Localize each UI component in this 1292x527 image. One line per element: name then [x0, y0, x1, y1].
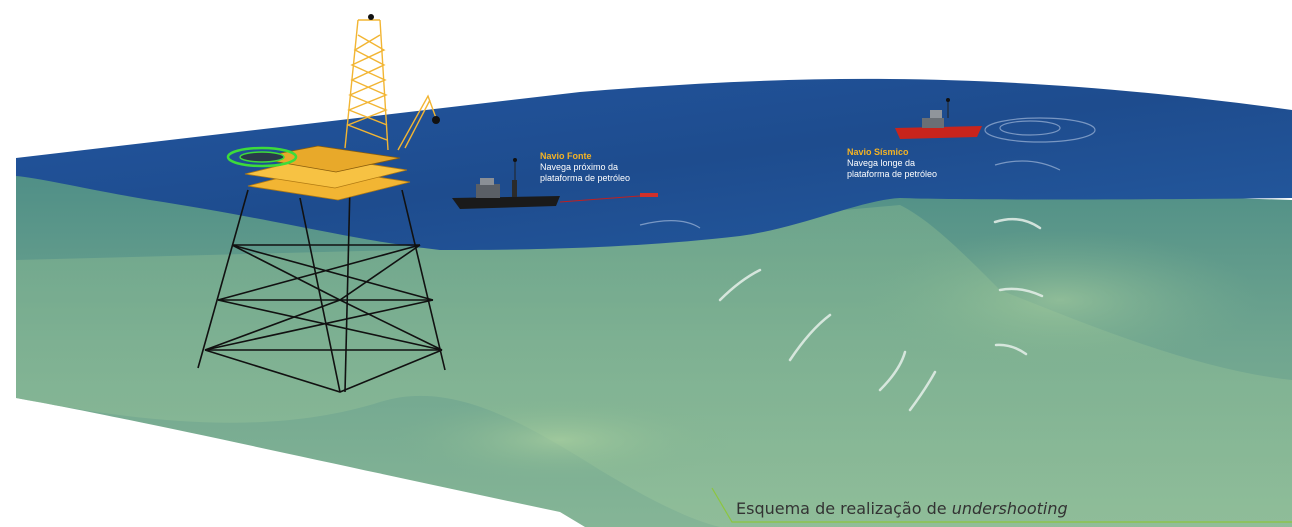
- source-ship-label: Navio Fonte Navega próximo da plataforma…: [540, 151, 630, 184]
- source-ship: [452, 158, 658, 209]
- surface-ripples: [639, 117, 1096, 229]
- caption-emphasis: undershooting: [951, 499, 1068, 518]
- caption-callout: [711, 487, 1292, 523]
- derrick-tip: [368, 14, 374, 20]
- seismic-ship-desc-line1: Navega longe da: [847, 158, 916, 168]
- platform-jacket: [197, 184, 446, 393]
- seabed-mound-right: [860, 230, 1260, 370]
- seismic-ship: [895, 98, 982, 139]
- seismic-ship-label: Navio Sísmico Navega longe da plataforma…: [847, 147, 937, 180]
- source-ship-title: Navio Fonte: [540, 151, 592, 161]
- figure-caption: Esquema de realização de undershooting: [736, 499, 1068, 518]
- seismic-ship-title: Navio Sísmico: [847, 147, 909, 157]
- source-ship-desc-line2: plataforma de petróleo: [540, 173, 631, 183]
- helipad: [226, 146, 298, 168]
- seismic-waves: [718, 217, 1044, 412]
- source-ship-desc-line1: Navega próximo da: [540, 162, 619, 172]
- seismic-ship-desc-line2: plataforma de petróleo: [847, 169, 938, 179]
- crane-hook: [432, 116, 440, 124]
- caption-text: Esquema de realização de: [736, 499, 952, 518]
- seabed-mound-left: [390, 395, 730, 485]
- platform-derrick: [344, 19, 437, 151]
- sea-surface: [16, 78, 1292, 250]
